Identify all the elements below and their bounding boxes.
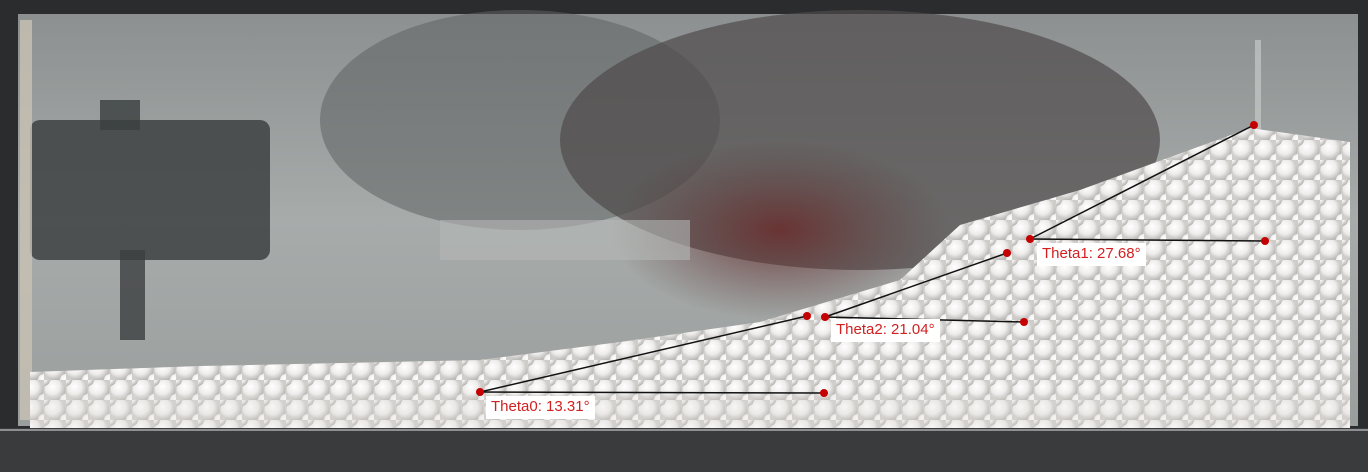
angle-measure-theta1 [1026,121,1269,245]
theta1-baseline [1029,238,1266,242]
theta1-label: Theta1: 27.68° [1037,243,1146,266]
reflection-red [610,140,950,320]
theta0-baseline [479,391,825,394]
bead-pile [30,128,1350,430]
theta1-point-a [1026,235,1034,243]
theta0-point-c [820,389,828,397]
theta0-point-b [803,312,811,320]
theta0-label: Theta0: 13.31° [486,396,595,419]
theta1-point-b [1250,121,1258,129]
tank-base [0,428,1368,472]
theta0-point-a [476,388,484,396]
reflection-camera [30,120,270,260]
theta1-slope-line [1029,124,1255,240]
theta0-slope-line [479,315,808,393]
theta2-slope-line [824,252,1008,318]
theta1-point-c [1261,237,1269,245]
theta2-point-a [821,313,829,321]
theta2-label: Theta2: 21.04° [831,319,940,342]
theta2-point-b [1003,249,1011,257]
theta2-point-c [1020,318,1028,326]
angle-measure-theta0 [476,312,828,397]
